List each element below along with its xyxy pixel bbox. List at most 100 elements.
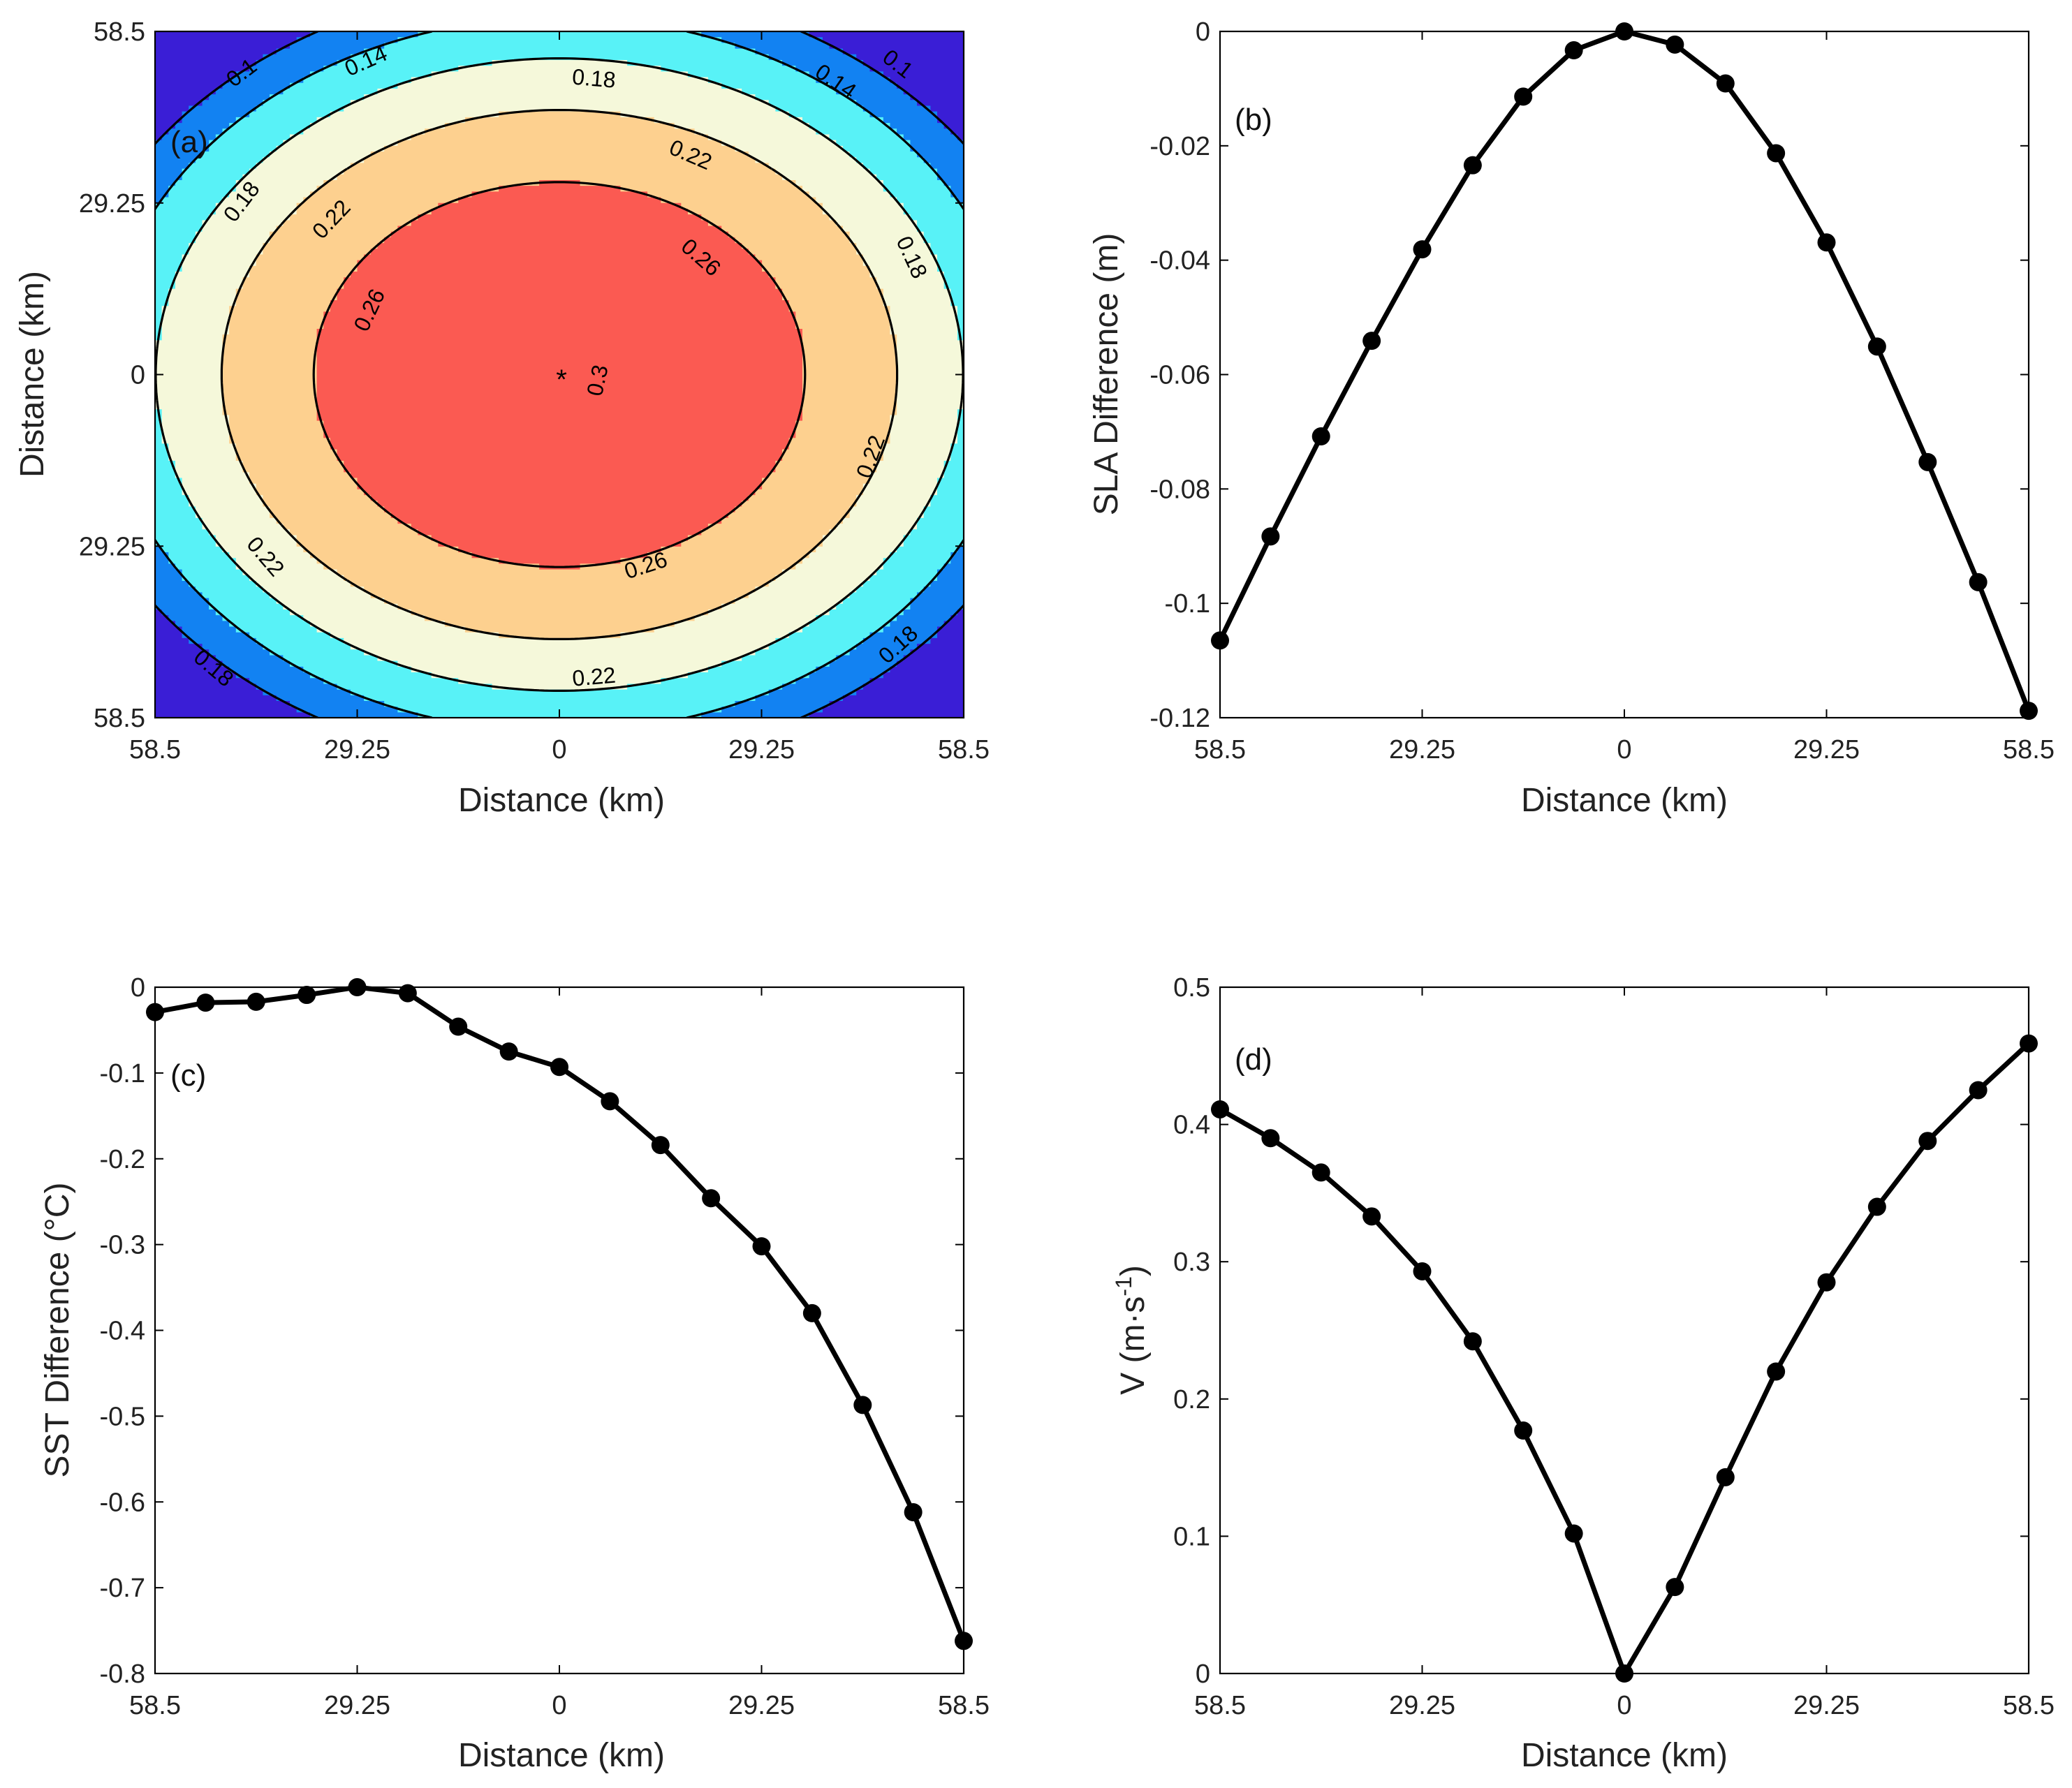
data-point bbox=[550, 1058, 568, 1077]
x-tick-label: 58.5 bbox=[2003, 1691, 2055, 1720]
x-tick-label: 58.5 bbox=[938, 735, 990, 764]
x-tick-label: 0 bbox=[1617, 735, 1631, 764]
y-axis-label-d: V (m·s-1) bbox=[1111, 1265, 1152, 1395]
x-tick-label: 29.25 bbox=[324, 735, 390, 764]
data-point bbox=[1716, 74, 1735, 93]
data-point bbox=[1463, 1332, 1482, 1351]
y-axis-label-a: Distance (km) bbox=[14, 271, 51, 478]
panel-label-b: (b) bbox=[1235, 103, 1272, 137]
series-line bbox=[152, 984, 967, 1643]
y-tick-label: -0.5 bbox=[100, 1402, 145, 1431]
x-tick-label: 29.25 bbox=[1389, 735, 1455, 764]
panel-label-c: (c) bbox=[170, 1058, 206, 1093]
x-tick-label: 58.5 bbox=[1194, 1691, 1246, 1720]
series-c bbox=[146, 978, 973, 1650]
x-tick-label: 58.5 bbox=[129, 735, 181, 764]
contour-label: 0.18 bbox=[571, 64, 617, 93]
x-tick-label: 29.25 bbox=[1793, 1691, 1860, 1720]
y-tick-label: -0.7 bbox=[100, 1574, 145, 1603]
data-point bbox=[2020, 702, 2038, 721]
data-point bbox=[1211, 631, 1229, 650]
data-point bbox=[1969, 572, 1987, 591]
x-tick-label: 0 bbox=[552, 735, 566, 764]
contour-isoline bbox=[155, 57, 964, 692]
y-axis-label-d-end: ) bbox=[1115, 1265, 1152, 1276]
y-tick-label: -0.1 bbox=[100, 1059, 145, 1088]
data-point bbox=[1261, 527, 1280, 546]
y-tick-label: -0.02 bbox=[1149, 132, 1210, 161]
data-point bbox=[398, 984, 417, 1003]
x-axis-label-b: Distance (km) bbox=[1521, 782, 1728, 819]
x-tick-label: 0 bbox=[1617, 1691, 1631, 1720]
data-point bbox=[499, 1042, 518, 1061]
series-line bbox=[1217, 1041, 2031, 1676]
x-tick-label: 58.5 bbox=[129, 1691, 181, 1720]
contour-fills bbox=[155, 31, 964, 718]
x-tick-label: 29.25 bbox=[1793, 735, 1860, 764]
x-tick-label: 29.25 bbox=[1389, 1691, 1455, 1720]
data-point bbox=[1817, 1273, 1836, 1292]
y-tick-label: 0.4 bbox=[1173, 1111, 1210, 1140]
contour-isoline bbox=[220, 109, 899, 640]
data-point bbox=[1211, 1100, 1229, 1118]
data-point bbox=[1817, 233, 1836, 252]
series-d bbox=[1211, 1034, 2038, 1683]
y-tick-label: -0.2 bbox=[100, 1145, 145, 1174]
y-tick-label: -0.4 bbox=[100, 1317, 145, 1346]
y-tick-label: 0 bbox=[1196, 1660, 1210, 1689]
y-axis-label-c: SST Difference (°C) bbox=[39, 1183, 76, 1478]
y-axis-label-d-main: V (m·s bbox=[1115, 1296, 1152, 1395]
data-point bbox=[1615, 1664, 1633, 1683]
data-point bbox=[702, 1189, 721, 1208]
data-point bbox=[904, 1502, 923, 1521]
data-point bbox=[146, 1003, 164, 1021]
y-tick-label: -0.04 bbox=[1149, 246, 1210, 276]
contour-isolines bbox=[155, 31, 964, 718]
data-point bbox=[955, 1632, 973, 1650]
data-point bbox=[1716, 1468, 1735, 1486]
data-point bbox=[853, 1396, 872, 1414]
data-point bbox=[1514, 87, 1533, 106]
y-tick-label: 29.25 bbox=[79, 189, 145, 219]
data-point bbox=[297, 986, 316, 1005]
panel-b: 58.5 29.25 0 29.25 58.5 0 -0.02 -0.04 -0.06 -0.08… bbox=[1088, 17, 2055, 819]
data-point bbox=[1413, 240, 1432, 259]
x-tick-label: 29.25 bbox=[324, 1691, 390, 1720]
panel-label-a: (a) bbox=[170, 125, 208, 159]
data-point bbox=[1564, 1524, 1583, 1543]
x-axis-label-a: Distance (km) bbox=[458, 782, 665, 819]
x-tick-label: 29.25 bbox=[728, 1691, 795, 1720]
data-point bbox=[651, 1136, 670, 1155]
contour-fill-band bbox=[316, 179, 803, 570]
data-point bbox=[601, 1092, 619, 1111]
y-tick-label: 0 bbox=[131, 973, 145, 1003]
data-point bbox=[1767, 1362, 1786, 1381]
contour-isoline bbox=[155, 31, 964, 718]
data-point bbox=[196, 993, 215, 1012]
y-tick-label: 0.5 bbox=[1173, 973, 1210, 1003]
data-point bbox=[1615, 22, 1633, 40]
data-point bbox=[2020, 1034, 2038, 1053]
y-tick-label: 29.25 bbox=[79, 532, 145, 561]
data-point bbox=[1261, 1129, 1280, 1148]
ticks-b: 58.5 29.25 0 29.25 58.5 0 -0.02 -0.04 -0.06 -0.08… bbox=[1149, 17, 2055, 764]
data-point bbox=[1362, 1207, 1381, 1226]
data-point bbox=[1666, 35, 1684, 54]
axes-frame-d bbox=[1219, 986, 2030, 1675]
data-point bbox=[1311, 427, 1330, 445]
contour-isoline bbox=[312, 181, 807, 568]
y-tick-label: -0.06 bbox=[1149, 361, 1210, 390]
x-tick-label: 0 bbox=[552, 1691, 566, 1720]
panel-d: 58.5 29.25 0 29.25 58.50.50.40.30.20.10 (d) … bbox=[1111, 973, 2055, 1774]
y-tick-label: -0.6 bbox=[100, 1488, 145, 1517]
panel-c: 58.5 29.25 0 29.25 58.5 0 -0.1 -0.2 -0.3 -0.4 -0.5… bbox=[39, 973, 990, 1774]
series-line bbox=[1217, 29, 2031, 714]
x-tick-label: 58.5 bbox=[1194, 735, 1246, 764]
data-point bbox=[1311, 1163, 1330, 1182]
y-tick-label: -0.3 bbox=[100, 1231, 145, 1260]
y-tick-label: 0.3 bbox=[1173, 1248, 1210, 1277]
y-axis-label-d-sup: -1 bbox=[1111, 1276, 1136, 1296]
data-point bbox=[752, 1237, 771, 1256]
